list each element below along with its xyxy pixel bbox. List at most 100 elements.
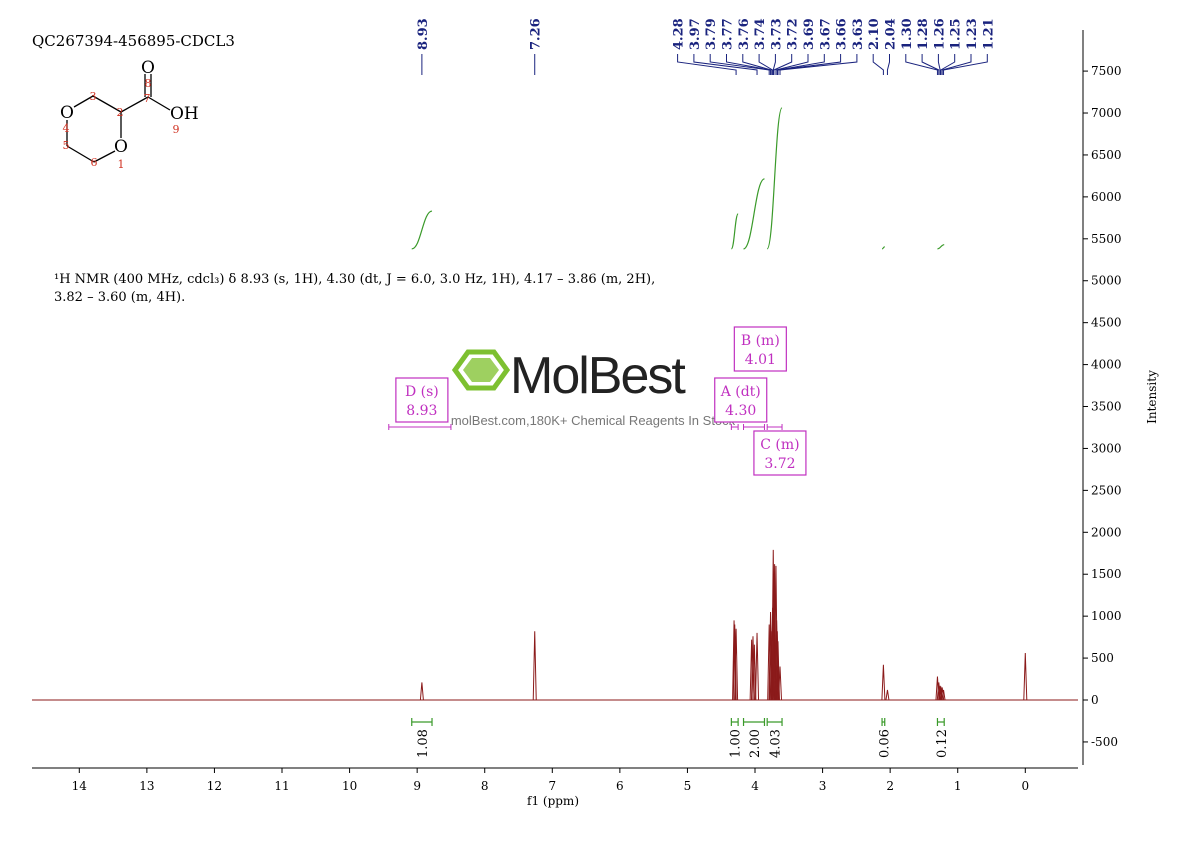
peak-label-connector (777, 54, 842, 75)
integral-bracket (411, 718, 433, 726)
peak (749, 639, 754, 701)
x-tick-label: 7 (548, 779, 556, 793)
y-tick-label: 1500 (1091, 567, 1122, 581)
peak-label: 1.23 (965, 18, 980, 50)
multiplet-shift: 4.01 (745, 352, 776, 368)
multiplet-range (388, 424, 452, 430)
peak (940, 687, 945, 701)
y-tick-label: 7500 (1091, 64, 1122, 78)
atom-number: 8 (145, 77, 152, 90)
peak (732, 624, 737, 701)
x-tick-label: 10 (342, 779, 357, 793)
y-tick-label: 0 (1091, 693, 1099, 707)
integral-curve (881, 246, 885, 250)
x-tick-label: 3 (819, 779, 827, 793)
y-tick-label: 3500 (1091, 400, 1122, 414)
y-tick-label: 1000 (1091, 609, 1122, 623)
x-tick-label: 2 (886, 779, 894, 793)
integral-curve (937, 244, 945, 250)
peak-label-connector (905, 54, 938, 75)
logo (463, 358, 499, 382)
watermark-tagline: molBest.com,180K+ Chemical Reagents In S… (451, 413, 736, 428)
atom-number: 7 (144, 92, 151, 105)
peak-label-connector (775, 54, 809, 75)
multiplet-box (753, 430, 807, 476)
peak-label-connector (725, 54, 772, 75)
integral-label: 0.06 (877, 729, 892, 758)
integral-curve (411, 210, 433, 250)
watermark-brand: MolBest (510, 347, 686, 405)
peak (771, 549, 776, 701)
peak (750, 636, 755, 701)
multiplet-box (714, 377, 768, 423)
peak-label: 3.79 (704, 18, 719, 50)
y-tick-label: 6000 (1091, 190, 1122, 204)
bond (147, 96, 171, 111)
peak-label: 3.77 (720, 18, 735, 50)
x-tick-label: 11 (274, 779, 289, 793)
peak (775, 631, 780, 701)
bond (120, 96, 149, 113)
peak-label-connector (758, 54, 774, 75)
y-tick-label: 3000 (1091, 441, 1122, 455)
peak (755, 632, 760, 701)
y-tick-label: -500 (1091, 735, 1118, 749)
integral-label: 4.03 (769, 729, 784, 758)
peak-label-connector (943, 54, 988, 75)
integral-label: 2.00 (748, 729, 763, 758)
x-tick-label: 13 (139, 779, 154, 793)
peak-label: 3.97 (688, 18, 703, 50)
peak (778, 666, 783, 701)
peak-label: 3.74 (753, 18, 768, 50)
x-tick-label: 6 (616, 779, 624, 793)
atom: O (141, 58, 155, 78)
integral-curve (766, 107, 783, 250)
y-tick-label: 6500 (1091, 148, 1122, 162)
x-tick-label: 8 (481, 779, 489, 793)
peak-label: 2.10 (867, 18, 882, 50)
y-tick-label: 2000 (1091, 525, 1122, 539)
multiplet-shift: 8.93 (406, 403, 437, 419)
peak-label-connector (709, 54, 770, 75)
x-tick-label: 4 (751, 779, 759, 793)
x-tick-label: 5 (684, 779, 692, 793)
peak-label: 2.04 (883, 18, 898, 50)
multiplet-range (743, 424, 765, 430)
atom-number: 3 (90, 90, 97, 103)
multiplet-box (733, 326, 787, 372)
structure-labels: O 8 7 OH 9 O 4 3 2 5 6 O 1 (60, 58, 199, 171)
atom-number: 2 (117, 106, 124, 119)
bond (66, 145, 95, 163)
atom: O (60, 103, 74, 123)
multiplet-range (730, 424, 739, 430)
peak (885, 689, 890, 701)
peak-label: 1.26 (932, 18, 947, 50)
peak-label-connector (742, 54, 772, 75)
y-tick-label: 4000 (1091, 358, 1122, 372)
y-tick-label: 7000 (1091, 106, 1122, 120)
structure (66, 74, 171, 163)
multiplet-label: A (dt) (720, 384, 761, 400)
peak-label-connector (779, 54, 858, 75)
y-tick-label: 2500 (1091, 483, 1122, 497)
peak-label: 1.28 (916, 18, 931, 50)
integral-label: 1.08 (416, 729, 431, 758)
x-tick-label: 1 (954, 779, 962, 793)
peak-label-connector (693, 54, 758, 75)
x-tick-label: 12 (207, 779, 222, 793)
peak-label-connector (872, 54, 884, 75)
x-tick-label: 0 (1021, 779, 1029, 793)
peak-label: 3.76 (737, 18, 752, 50)
bond (92, 95, 122, 113)
y-tick-label: 4500 (1091, 316, 1122, 330)
atom: O (114, 137, 128, 157)
peak-label-connector (677, 54, 737, 75)
bond (73, 95, 94, 108)
bond (93, 150, 116, 163)
peak-label-connector (776, 54, 825, 75)
y-tick-label: 500 (1091, 651, 1114, 665)
integral-label: 0.12 (935, 729, 950, 758)
peak-label: 3.66 (835, 18, 850, 50)
multiplet-label: B (m) (741, 333, 780, 349)
